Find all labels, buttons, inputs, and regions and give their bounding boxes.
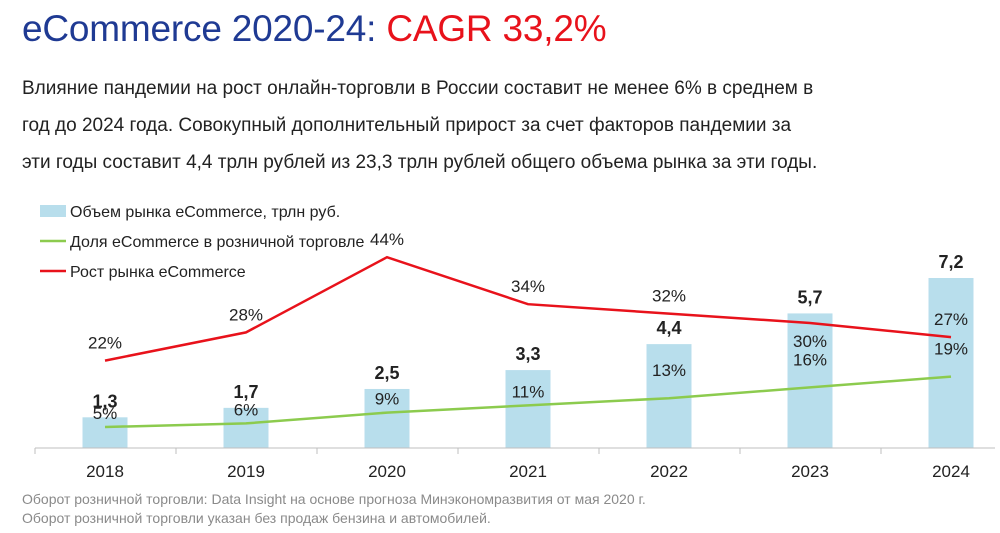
share-label-2021: 11%	[512, 382, 545, 401]
x-tick-label-2024: 2024	[932, 462, 970, 481]
x-axis: 2018 2019 2020 2021 2022 2023 2024	[34, 447, 995, 481]
growth-label-2024: 27%	[934, 310, 968, 329]
legend-label-share: Доля eCommerce в розничной торговле	[70, 234, 365, 251]
growth-label-2023: 30%	[793, 332, 827, 351]
share-label-2023: 16%	[793, 350, 827, 369]
title-cagr: CAGR 33,2%	[386, 8, 607, 49]
bar-label-2022: 4,4	[656, 318, 681, 338]
bar-label-2018: 1,3	[92, 391, 117, 411]
subtitle-line-1: Влияние пандемии на рост онлайн-торговли…	[22, 78, 814, 99]
bar-2024	[928, 278, 974, 448]
bar-label-2021: 3,3	[515, 344, 540, 364]
share-line	[104, 375, 952, 429]
footer-line-2: Оборот розничной торговли указан без про…	[22, 510, 491, 526]
data-labels: 1,3 1,7 2,5 3,3 4,4 5,7 7,2 5% 6% 9% 11% 13% 16% 19% 2…	[88, 230, 968, 423]
bar-2023	[787, 313, 833, 448]
bar-2021	[505, 370, 551, 448]
bar-label-2020: 2,5	[374, 363, 399, 383]
x-tick-label-2018: 2018	[86, 462, 124, 481]
bar-label-2024: 7,2	[938, 252, 963, 272]
share-label-2020: 9%	[375, 390, 400, 409]
bar-label-2019: 1,7	[233, 382, 258, 402]
page-title: eCommerce 2020-24: CAGR 33,2%	[22, 8, 607, 50]
bar-label-2023: 5,7	[797, 287, 822, 307]
legend-swatch-volume	[40, 205, 66, 217]
x-tick-label-2020: 2020	[368, 462, 406, 481]
subtitle-line-3: эти годы составит 4,4 трлн рублей из 23,…	[22, 152, 818, 173]
growth-label-2021: 34%	[511, 277, 545, 296]
growth-label-2022: 32%	[652, 287, 686, 306]
ecommerce-chart: Объем рынка eCommerce, трлн руб. Доля eCo…	[34, 204, 995, 481]
growth-line	[104, 255, 952, 362]
bar-2020	[364, 388, 410, 448]
legend-label-volume: Объем рынка eCommerce, трлн руб.	[70, 204, 340, 221]
footer-line-1: Оборот розничной торговли: Data Insight …	[22, 491, 646, 507]
share-label-2019: 6%	[234, 400, 259, 419]
x-tick-label-2022: 2022	[650, 462, 688, 481]
legend-label-growth: Рост рынка eCommerce	[70, 264, 246, 281]
bar-2018	[82, 417, 128, 448]
bar-2019	[223, 407, 269, 448]
title-main: eCommerce 2020-24:	[22, 8, 387, 49]
growth-label-2020: 44%	[370, 230, 404, 249]
share-label-2018: 5%	[93, 404, 118, 423]
x-tick-label-2021: 2021	[509, 462, 547, 481]
bar-series	[82, 278, 974, 448]
source-note: Оборот розничной торговли: Data Insight …	[22, 490, 646, 528]
line-series	[104, 255, 952, 429]
share-label-2024: 19%	[934, 340, 968, 359]
growth-label-2019: 28%	[229, 305, 263, 324]
chart-legend: Объем рынка eCommerce, трлн руб. Доля eCo…	[40, 204, 365, 281]
x-tick-label-2023: 2023	[791, 462, 829, 481]
x-tick-label-2019: 2019	[227, 462, 265, 481]
share-label-2022: 13%	[652, 361, 686, 380]
subtitle-line-2: год до 2024 года. Совокупный дополнитель…	[22, 115, 792, 136]
growth-label-2018: 22%	[88, 334, 122, 353]
subtitle: Влияние пандемии на рост онлайн-торговли…	[22, 70, 982, 181]
